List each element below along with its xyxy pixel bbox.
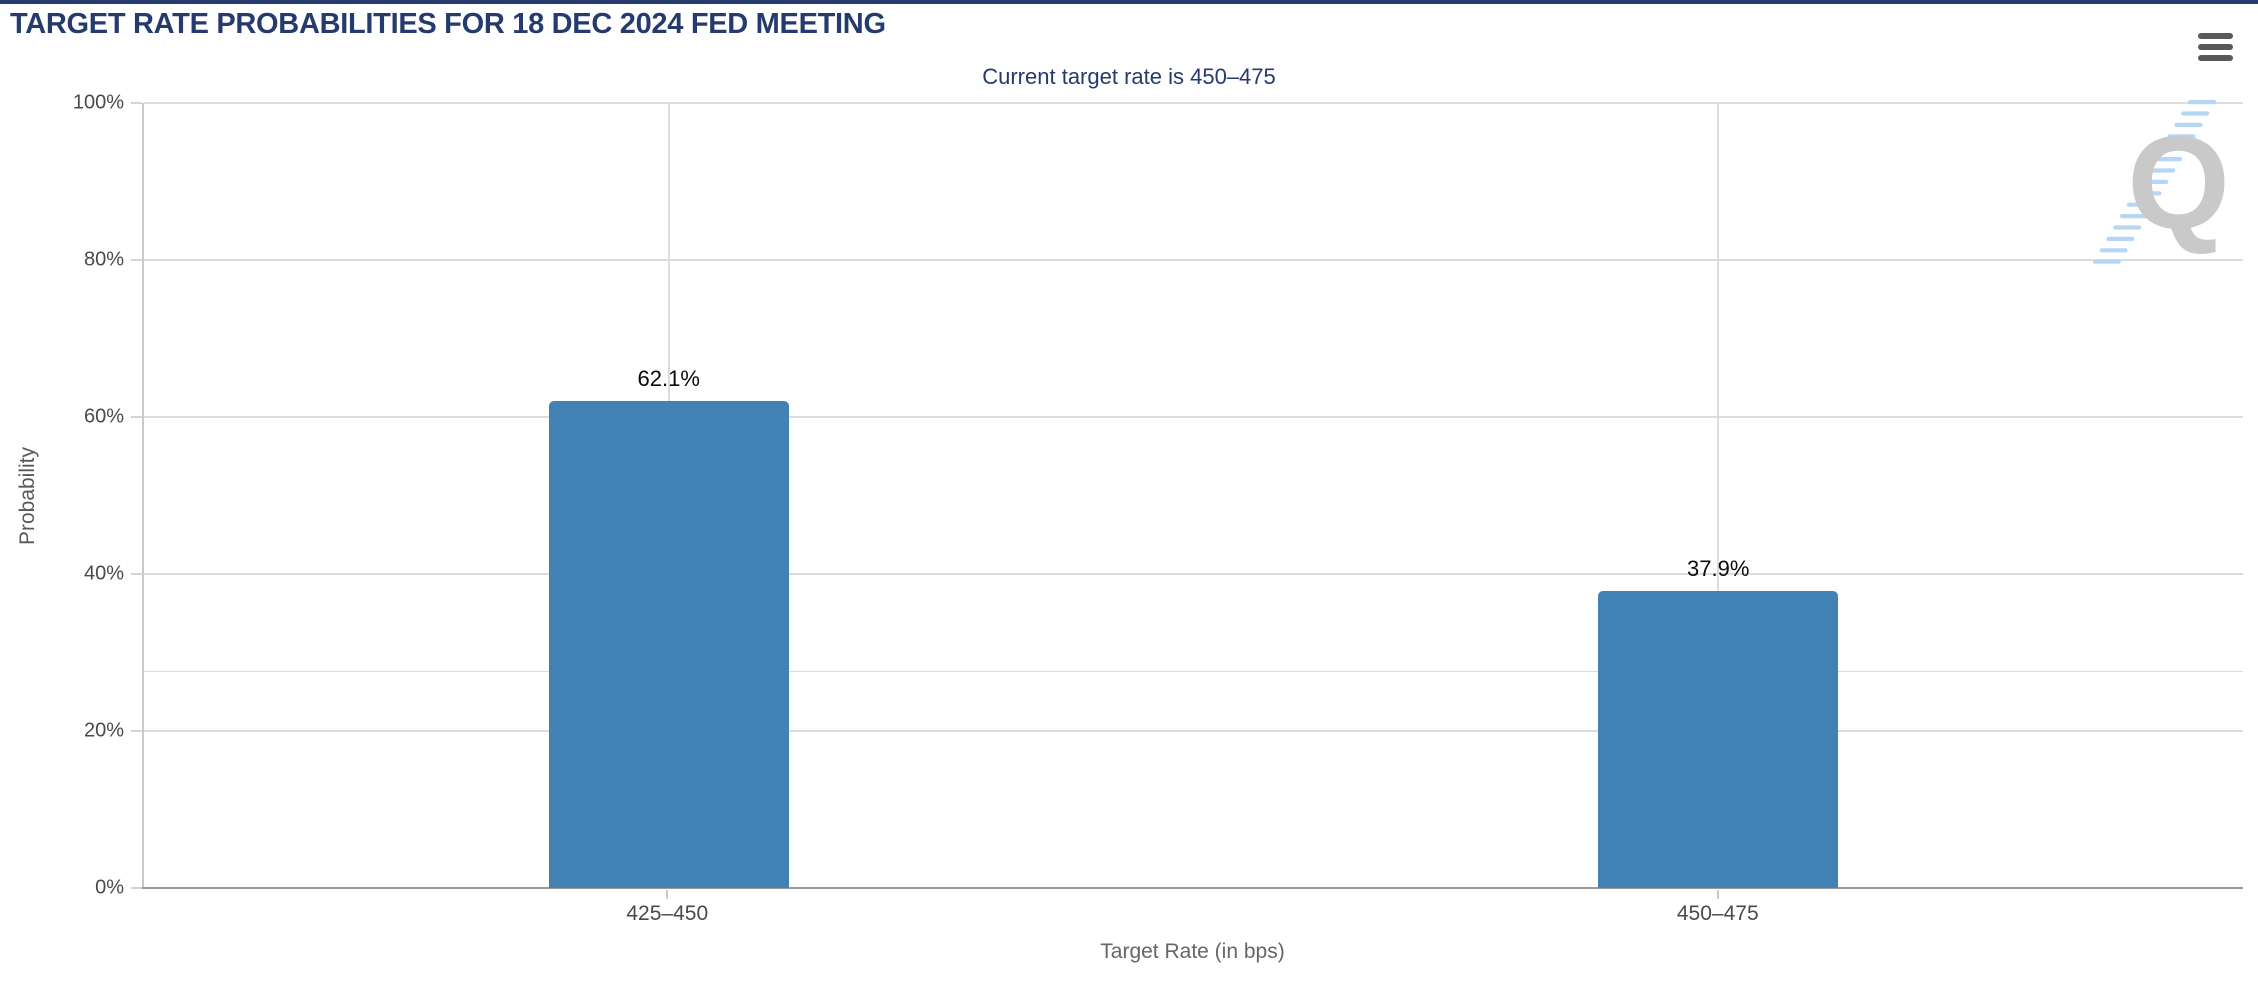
y-gridline [144,102,2243,104]
y-tick-mark [131,259,142,261]
y-tick-label: 0% [95,876,124,899]
x-tick-mark [666,890,669,899]
bar-value-label: 62.1% [637,365,700,391]
hamburger-icon [2198,44,2233,50]
x-tick-mark [1716,890,1719,899]
y-gridline [144,259,2243,261]
chart-subtitle: Current target rate is 450–475 [982,64,1276,89]
y-tick-label: 100% [72,91,124,114]
bar-450-475[interactable] [1598,590,1839,888]
y-tick-label: 60% [83,405,124,428]
y-gridline [144,573,2243,575]
y-tick-label: 40% [83,562,124,585]
bar-425-450[interactable] [548,400,789,888]
y-tick-mark [131,102,142,104]
x-category-label: 450–475 [1676,902,1759,925]
y-gridline [144,416,2243,418]
category-gridline [1717,103,1720,888]
y-tick-mark [131,416,142,418]
panel-top-border [0,0,2258,4]
plot-area: 62.1% 37.9% [142,102,2243,889]
chart-title: TARGET RATE PROBABILITIES FOR 18 DEC 202… [10,8,886,40]
y-axis-tick-labels: 0% 20% 40% 60% 80% 100% [0,92,142,899]
x-category-label: 425–450 [626,902,709,925]
y-tick-label: 80% [83,248,124,271]
hamburger-icon [2198,55,2233,61]
x-axis-tick-labels: 425–450 450–475 [142,888,2243,938]
y-tick-mark [131,730,142,732]
y-tick-label: 20% [83,719,124,742]
y-gridline [144,730,2243,732]
bar-value-label: 37.9% [1687,555,1750,581]
y-tick-mark [131,573,142,575]
x-axis-title: Target Rate (in bps) [1100,940,1285,963]
extra-gridline [144,670,2243,673]
chart-context-menu-button[interactable] [2196,30,2236,66]
hamburger-icon [2198,33,2233,39]
y-tick-mark [131,887,142,889]
x-axis-line [142,887,2243,889]
